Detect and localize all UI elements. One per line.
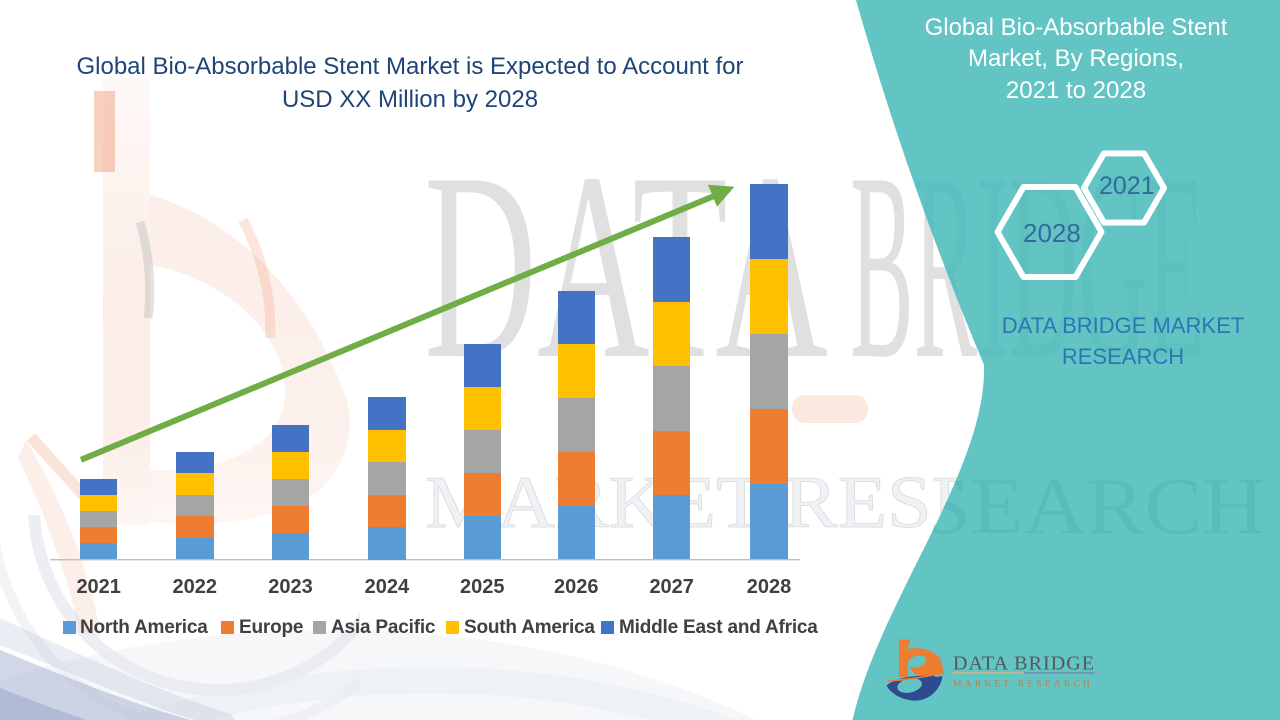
svg-text:MARKET RESEARCH: MARKET RESEARCH: [953, 680, 1093, 690]
svg-text:DATA BRIDGE: DATA BRIDGE: [953, 653, 1095, 675]
